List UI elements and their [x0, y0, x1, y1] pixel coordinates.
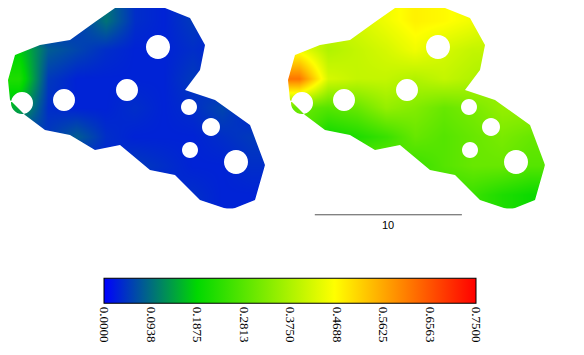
- svg-text:0.5625: 0.5625: [376, 307, 391, 343]
- svg-text:0.1875: 0.1875: [190, 307, 205, 343]
- svg-text:0.3750: 0.3750: [283, 307, 298, 343]
- svg-text:0.6563: 0.6563: [423, 307, 438, 343]
- svg-text:0.4688: 0.4688: [330, 307, 345, 343]
- svg-text:0.2813: 0.2813: [237, 307, 252, 343]
- svg-text:0.0938: 0.0938: [144, 307, 159, 343]
- svg-text:10: 10: [382, 219, 394, 231]
- svg-text:0.0000: 0.0000: [97, 307, 112, 343]
- svg-text:0.7500: 0.7500: [469, 307, 484, 343]
